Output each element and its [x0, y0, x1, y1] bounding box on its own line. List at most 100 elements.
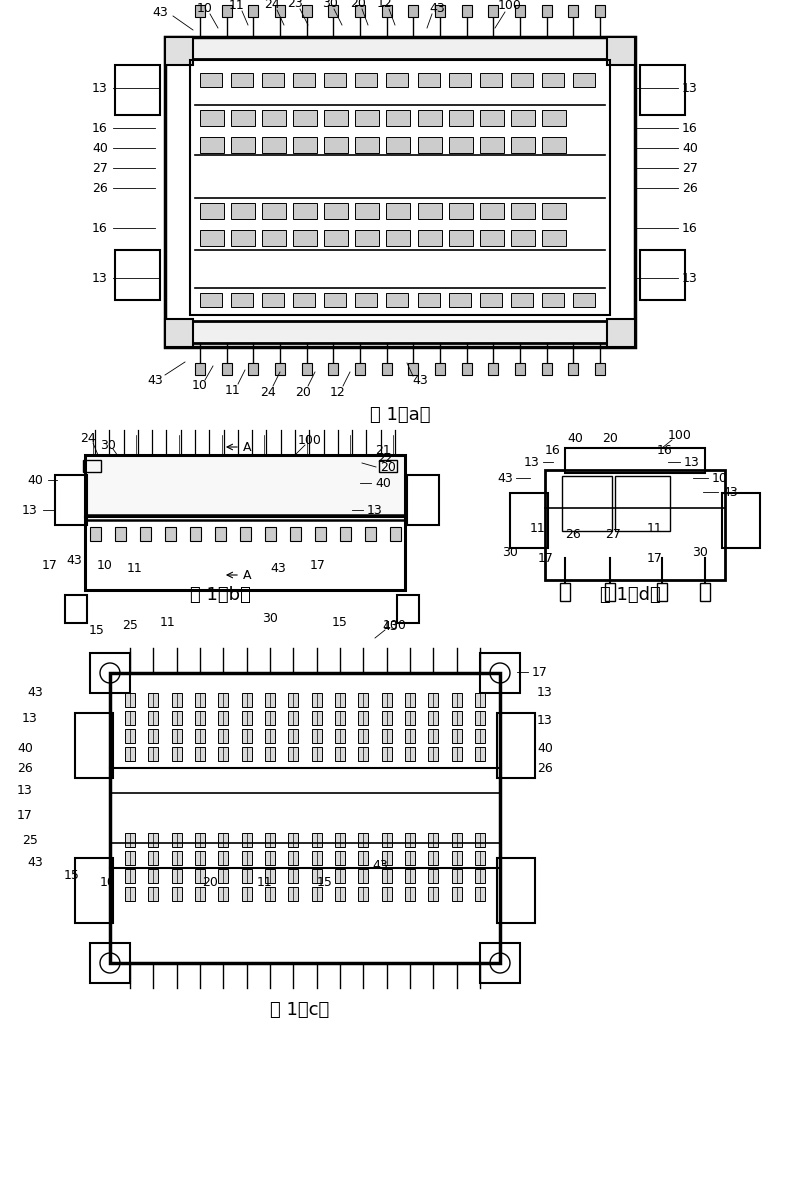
- Bar: [312, 870, 322, 883]
- Bar: [565, 448, 705, 473]
- Bar: [475, 870, 485, 883]
- Bar: [65, 595, 87, 623]
- Text: 10: 10: [97, 558, 113, 571]
- Text: 13: 13: [537, 713, 553, 726]
- Bar: [290, 526, 301, 541]
- Text: 20: 20: [202, 875, 218, 888]
- Bar: [324, 137, 348, 153]
- Bar: [328, 363, 338, 375]
- Text: 13: 13: [92, 82, 108, 95]
- Bar: [125, 711, 135, 725]
- Bar: [542, 5, 552, 17]
- Bar: [231, 110, 255, 127]
- Bar: [172, 711, 182, 725]
- Bar: [125, 851, 135, 865]
- Bar: [497, 713, 535, 778]
- Bar: [510, 293, 533, 308]
- Text: 40: 40: [682, 142, 698, 155]
- Bar: [428, 711, 438, 725]
- Bar: [573, 293, 595, 308]
- Bar: [428, 870, 438, 883]
- Bar: [480, 293, 502, 308]
- Bar: [312, 693, 322, 707]
- Bar: [75, 858, 113, 923]
- Bar: [480, 137, 504, 153]
- Bar: [265, 833, 275, 847]
- Bar: [218, 887, 228, 901]
- Text: 43: 43: [429, 1, 445, 14]
- Bar: [358, 729, 368, 743]
- Text: 20: 20: [380, 460, 396, 473]
- Text: 30: 30: [322, 0, 338, 9]
- Bar: [172, 833, 182, 847]
- Bar: [302, 363, 312, 375]
- Bar: [294, 110, 318, 127]
- Text: 13: 13: [17, 783, 33, 796]
- Bar: [115, 526, 126, 541]
- Bar: [218, 711, 228, 725]
- Bar: [449, 110, 473, 127]
- Bar: [382, 711, 392, 725]
- Bar: [148, 887, 158, 901]
- Bar: [379, 460, 397, 472]
- Bar: [386, 230, 410, 246]
- Text: 40: 40: [17, 742, 33, 755]
- Text: 30: 30: [692, 545, 708, 558]
- Bar: [262, 293, 284, 308]
- Bar: [562, 476, 612, 531]
- Bar: [408, 363, 418, 375]
- Bar: [125, 833, 135, 847]
- Bar: [335, 746, 345, 761]
- Bar: [358, 746, 368, 761]
- Text: 23: 23: [287, 0, 303, 9]
- Bar: [510, 493, 548, 548]
- Bar: [405, 870, 415, 883]
- Bar: [110, 673, 500, 963]
- Bar: [475, 729, 485, 743]
- Bar: [449, 203, 473, 219]
- Bar: [605, 583, 615, 601]
- Bar: [515, 5, 525, 17]
- Bar: [140, 526, 151, 541]
- Text: 43: 43: [66, 554, 82, 567]
- Bar: [85, 455, 405, 515]
- Bar: [382, 887, 392, 901]
- Bar: [195, 729, 205, 743]
- Text: 26: 26: [92, 181, 108, 194]
- Bar: [231, 137, 255, 153]
- Text: 11: 11: [160, 615, 176, 628]
- Bar: [190, 526, 201, 541]
- Bar: [452, 711, 462, 725]
- Text: 25: 25: [22, 834, 38, 847]
- Bar: [315, 526, 326, 541]
- Text: 13: 13: [22, 711, 38, 724]
- Text: 43: 43: [147, 374, 163, 387]
- Bar: [657, 583, 667, 601]
- Bar: [55, 476, 87, 525]
- Bar: [288, 746, 298, 761]
- Bar: [222, 363, 232, 375]
- Text: 15: 15: [317, 875, 333, 888]
- Text: 100: 100: [668, 428, 692, 441]
- Bar: [428, 833, 438, 847]
- Bar: [386, 293, 409, 308]
- Text: 16: 16: [92, 122, 108, 135]
- Bar: [148, 851, 158, 865]
- Bar: [722, 493, 760, 548]
- Bar: [488, 5, 498, 17]
- Text: 12: 12: [377, 0, 393, 9]
- Bar: [449, 230, 473, 246]
- Text: 43: 43: [27, 685, 43, 698]
- Bar: [510, 230, 534, 246]
- Bar: [382, 833, 392, 847]
- Bar: [265, 870, 275, 883]
- Bar: [275, 5, 285, 17]
- Text: 27: 27: [92, 162, 108, 175]
- Text: 20: 20: [602, 432, 618, 445]
- Bar: [90, 943, 130, 983]
- Text: 17: 17: [310, 558, 326, 571]
- Text: 43: 43: [270, 562, 286, 575]
- Text: 40: 40: [27, 473, 43, 486]
- Bar: [475, 851, 485, 865]
- Bar: [355, 203, 379, 219]
